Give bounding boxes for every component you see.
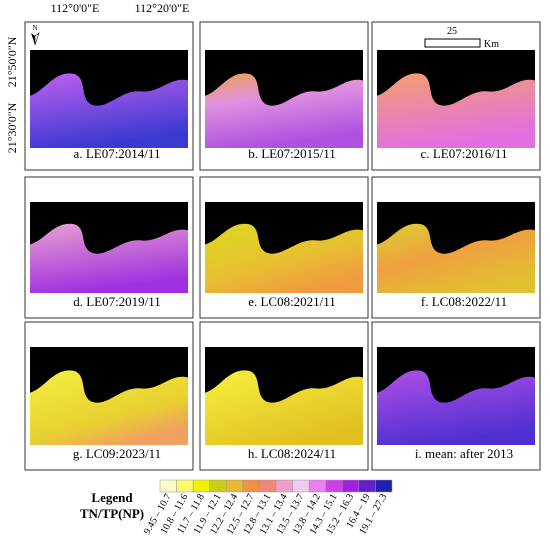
map-water — [205, 73, 363, 148]
lon-label: 112°0'0"E — [51, 1, 100, 15]
panel: f. LC08:2022/11 — [371, 176, 541, 319]
map-water — [377, 370, 535, 445]
panel-caption: c. LE07:2016/11 — [421, 146, 508, 161]
legend-swatch — [159, 479, 177, 493]
legend-swatch — [342, 479, 360, 493]
panel: a. LE07:2014/11 — [24, 21, 194, 171]
map-water — [377, 223, 535, 293]
scale-unit: Km — [484, 39, 499, 50]
lon-label: 112°20'0"E — [135, 1, 190, 15]
panel: h. LC08:2024/11 — [199, 321, 369, 471]
legend-swatch — [176, 479, 194, 493]
lat-label: 21°30'0"N — [5, 102, 19, 153]
scale-bar: 25 Km — [424, 26, 499, 50]
map-water — [30, 223, 189, 293]
map-water — [205, 223, 363, 293]
panel-caption: a. LE07:2014/11 — [74, 146, 161, 161]
panel-caption: e. LC08:2021/11 — [248, 294, 336, 309]
panel: e. LC08:2021/11 — [199, 176, 369, 319]
legend-swatch — [259, 479, 277, 493]
panel-caption: i. mean: after 2013 — [415, 446, 513, 461]
map-water — [205, 370, 363, 445]
north-label: N — [32, 24, 37, 32]
north-arrow: N — [31, 24, 40, 46]
panel: g. LC09:2023/11 — [24, 321, 194, 471]
legend-swatch — [226, 479, 244, 493]
legend-swatch — [375, 479, 393, 493]
legend-swatch — [242, 479, 260, 493]
legend-swatch — [275, 479, 293, 493]
scale-value: 25 — [447, 26, 457, 37]
map-water — [30, 73, 189, 148]
legend-swatch — [325, 479, 343, 493]
panel-caption: d. LE07:2019/11 — [73, 294, 161, 309]
panel: i. mean: after 2013 — [371, 321, 541, 471]
panel-caption: f. LC08:2022/11 — [421, 294, 507, 309]
panel: b. LE07:2015/11 — [199, 21, 369, 171]
legend: 9.45 – 10.710.8 – 11.611.7 – 11.811.9 – … — [142, 479, 393, 536]
legend-swatch — [192, 479, 210, 493]
panel-caption: g. LC09:2023/11 — [73, 446, 161, 461]
panel: d. LE07:2019/11 — [24, 176, 194, 319]
legend-swatch — [358, 479, 376, 493]
panel-caption: h. LC08:2024/11 — [248, 446, 336, 461]
legend-subtitle: TN/TP(NP) — [80, 506, 144, 521]
lat-label: 21°50'0"N — [5, 36, 19, 87]
panel: c. LE07:2016/11 — [371, 21, 541, 171]
panel-grid: a. LE07:2014/11 b. LE07:2015/11 c. LE07:20… — [24, 21, 541, 471]
legend-title: Legend — [91, 490, 133, 505]
map-water — [377, 73, 535, 148]
legend-swatch — [308, 479, 326, 493]
map-water — [30, 370, 189, 445]
legend-swatch — [292, 479, 310, 493]
legend-swatch — [209, 479, 227, 493]
panel-caption: b. LE07:2015/11 — [248, 146, 336, 161]
